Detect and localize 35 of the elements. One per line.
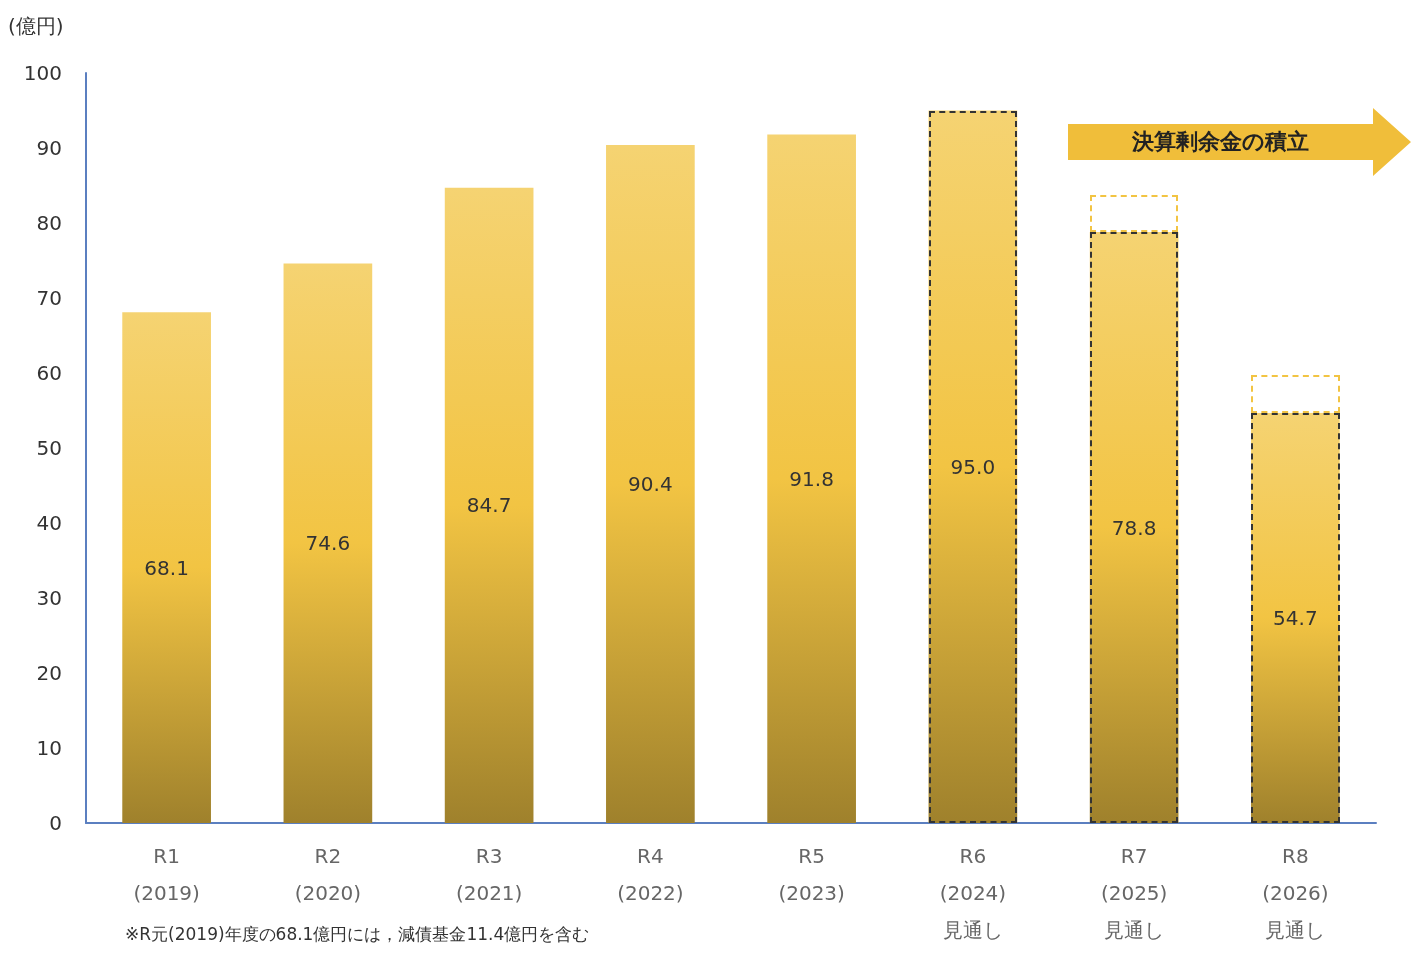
bar: [444, 187, 534, 823]
y-tick-label: 60: [36, 361, 62, 385]
text: ※R元(2019)年度の68.1億円には，減債基金11.4億円を含む: [125, 923, 590, 944]
x-tick-label: R5 (2023): [778, 843, 845, 905]
data-label: 90.4: [628, 472, 673, 496]
bar: [122, 312, 211, 823]
y-tick-label: 40: [36, 511, 62, 535]
data-label: 74.6: [305, 531, 351, 556]
x-tick-label: R4 (2022): [617, 843, 684, 905]
x-tick-label: R3 (2021): [455, 843, 523, 905]
x-tick-label: R2 (2020): [294, 843, 362, 905]
x-tick-label: R7 (2025) 見通し: [1100, 843, 1168, 942]
bar: [767, 134, 856, 823]
data-label: 91.8: [789, 466, 834, 491]
data-label: 84.7: [466, 493, 512, 518]
y-tick-label: 50: [36, 436, 62, 460]
y-tick-label: 90: [36, 136, 62, 160]
annotation: 決算剰余金の積立: [1131, 128, 1310, 156]
x-tick-label: R1 (2019): [133, 843, 200, 905]
y-tick-label: 70: [36, 286, 62, 310]
data-label: 54.7: [1273, 605, 1318, 630]
y-tick-label: 0: [49, 811, 62, 835]
y-tick-label: 80: [36, 211, 62, 235]
y-tick-label: 100: [23, 61, 62, 85]
y-tick-label: 20: [36, 661, 62, 685]
data-label: 95.0: [950, 454, 996, 479]
data-label: 68.1: [144, 555, 189, 580]
x-tick-label: R8 (2026) 見通し: [1262, 843, 1329, 942]
bar: [283, 263, 373, 823]
bar: [606, 145, 695, 823]
y-tick-label: 10: [36, 736, 62, 760]
y-tick-label: 30: [36, 586, 62, 610]
data-label: 78.8: [1111, 515, 1157, 540]
x-tick-label: R6 (2024) 見通し: [939, 843, 1007, 942]
y-axis-title: (億円): [8, 14, 64, 38]
